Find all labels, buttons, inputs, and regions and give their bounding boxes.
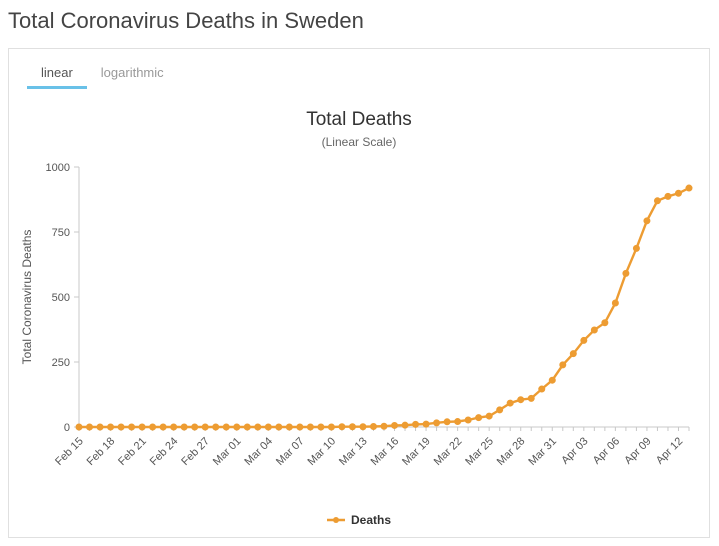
svg-text:Mar 04: Mar 04: [242, 435, 275, 468]
scale-tabs: linear logarithmic: [9, 49, 709, 89]
svg-text:Mar 19: Mar 19: [400, 435, 433, 468]
svg-text:Total Coronavirus Deaths: Total Coronavirus Deaths: [20, 230, 34, 365]
svg-text:Mar 28: Mar 28: [495, 435, 528, 468]
chart-title: Total Deaths: [9, 109, 709, 131]
tab-linear[interactable]: linear: [27, 59, 87, 89]
legend[interactable]: Deaths: [9, 507, 709, 537]
chart-panel: linear logarithmic Total Deaths (Linear …: [8, 48, 710, 538]
svg-text:Mar 01: Mar 01: [211, 435, 244, 468]
svg-text:Feb 18: Feb 18: [85, 435, 118, 468]
svg-text:Apr 09: Apr 09: [622, 435, 653, 466]
chart-subtitle: (Linear Scale): [9, 135, 709, 149]
svg-text:Mar 07: Mar 07: [274, 435, 307, 468]
chart-area: Total Deaths (Linear Scale) 0 250 500 750 10…: [9, 89, 709, 537]
svg-text:Mar 13: Mar 13: [337, 435, 370, 468]
svg-text:Apr 12: Apr 12: [654, 435, 685, 466]
svg-text:250: 250: [52, 357, 70, 369]
svg-text:Mar 22: Mar 22: [432, 435, 465, 468]
page-title: Total Coronavirus Deaths in Sweden: [8, 8, 711, 34]
chart-svg: 0 250 500 750 1000 Total Coronavirus Deaths Fe…: [9, 157, 709, 507]
svg-text:750: 750: [52, 227, 70, 239]
svg-text:0: 0: [64, 422, 70, 434]
tab-logarithmic[interactable]: logarithmic: [87, 59, 178, 89]
svg-text:Mar 31: Mar 31: [526, 435, 559, 468]
svg-text:500: 500: [52, 292, 70, 304]
legend-label: Deaths: [351, 513, 391, 527]
svg-text:Feb 27: Feb 27: [179, 435, 212, 468]
svg-text:Mar 10: Mar 10: [305, 435, 338, 468]
svg-text:Feb 24: Feb 24: [148, 435, 181, 468]
svg-text:1000: 1000: [46, 162, 70, 174]
svg-text:Mar 25: Mar 25: [463, 435, 496, 468]
svg-text:Mar 16: Mar 16: [369, 435, 402, 468]
svg-text:Apr 06: Apr 06: [591, 435, 622, 466]
svg-text:Feb 21: Feb 21: [116, 435, 149, 468]
svg-text:Apr 03: Apr 03: [559, 435, 590, 466]
svg-text:Feb 15: Feb 15: [53, 435, 86, 468]
legend-swatch: [327, 514, 345, 526]
